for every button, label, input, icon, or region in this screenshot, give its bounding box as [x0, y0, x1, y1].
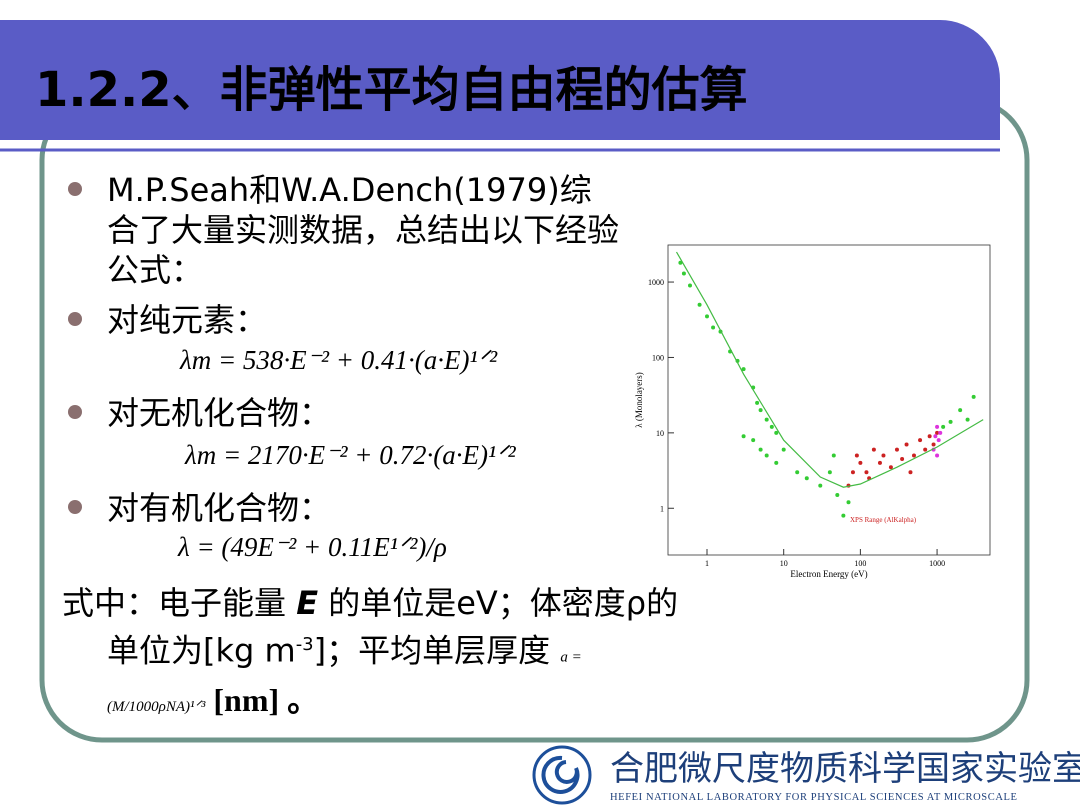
x-tick-label: 1000 — [929, 559, 945, 568]
bullet-text: 对有机化合物： — [107, 489, 332, 527]
point — [804, 476, 809, 481]
note-text: 的单位是eV；体密度ρ的单位为[kg m — [107, 584, 679, 670]
annotation: XPS Range (AlKalpha) — [850, 516, 917, 524]
point — [755, 400, 760, 405]
note-sup: -3 — [295, 634, 314, 655]
note-text: ]；平均单层厚度 — [313, 631, 561, 670]
point — [681, 271, 686, 276]
footer-name-en: HEFEI NATIONAL LABORATORY FOR PHYSICAL S… — [610, 792, 1018, 803]
point — [971, 394, 976, 399]
point — [741, 434, 746, 439]
point — [835, 492, 840, 497]
point — [936, 438, 941, 443]
point — [841, 513, 846, 518]
point — [705, 314, 710, 319]
bullet-dot — [68, 312, 82, 326]
bullet-dot — [68, 500, 82, 514]
y-axis-label: λ (Monolayers) — [634, 372, 644, 428]
bullet-text: M.P.Seah和W.A.Dench(1979)综合了大量实测数据，总结出以下经… — [107, 171, 620, 289]
formula: λm = 538·E⁻² + 0.41·(a·E)¹ᐟ² — [180, 345, 498, 375]
point — [864, 470, 869, 475]
point — [687, 283, 692, 288]
chart: 1 10 100 1000 1 10 100 1000 Electron Energy (eV)… — [634, 244, 991, 579]
point — [858, 460, 863, 465]
point — [827, 470, 832, 475]
point — [741, 367, 746, 372]
point — [948, 419, 953, 424]
note-formula: a = (M/1000ρNA)¹ᐟ³ — [107, 649, 582, 715]
point — [769, 424, 774, 429]
bullet-dot — [68, 405, 82, 419]
note-symbol: E — [296, 584, 319, 622]
x-tick-label: 100 — [854, 559, 866, 568]
note: 式中：电子能量 E 的单位是eV；体密度ρ的单位为[kg m-3]；平均单层厚度… — [62, 582, 682, 728]
point — [900, 457, 905, 462]
point — [697, 302, 702, 307]
point — [850, 470, 855, 475]
point — [877, 460, 882, 465]
y-tick-label: 1 — [660, 504, 664, 513]
footer-name-cn: 合肥微尺度物质科学国家实验室(筹) — [610, 749, 1080, 789]
point — [774, 460, 779, 465]
point — [854, 453, 859, 458]
x-tick-label: 1 — [705, 559, 709, 568]
point — [904, 442, 909, 447]
point — [774, 430, 779, 435]
point — [927, 434, 932, 439]
point — [678, 260, 683, 265]
point — [935, 453, 940, 458]
point — [758, 408, 763, 413]
point — [831, 453, 836, 458]
point — [894, 447, 899, 452]
point — [751, 438, 756, 443]
point — [781, 447, 786, 452]
point — [711, 325, 716, 330]
point — [958, 408, 963, 413]
point — [818, 483, 823, 488]
point — [938, 430, 943, 435]
formula: λ = (49E⁻² + 0.11E¹ᐟ²)/ρ — [178, 532, 447, 562]
point — [941, 424, 946, 429]
point — [935, 424, 940, 429]
point — [935, 430, 940, 435]
point — [908, 470, 913, 475]
point — [931, 442, 936, 447]
point — [923, 447, 928, 452]
y-tick-label: 10 — [656, 429, 664, 438]
y-tick-label: 100 — [652, 353, 664, 362]
title-banner — [0, 20, 1000, 140]
point — [933, 434, 938, 439]
point — [758, 447, 763, 452]
formula: λm = 2170·E⁻² + 0.72·(a·E)¹ᐟ² — [185, 440, 516, 470]
fit-curve — [675, 251, 984, 488]
bullet-dot — [68, 182, 82, 196]
point — [888, 465, 893, 470]
slide-title: 1.2.2、非弹性平均自由程的估算 — [35, 62, 748, 118]
logo-mark — [541, 755, 580, 794]
x-tick-label: 10 — [780, 559, 788, 568]
x-axis-label: Electron Energy (eV) — [790, 569, 867, 579]
bullet-text: 对纯元素： — [107, 301, 268, 339]
point — [918, 438, 923, 443]
point — [881, 453, 886, 458]
bullet-text: 对无机化合物： — [107, 394, 332, 432]
point — [846, 500, 851, 505]
point — [911, 453, 916, 458]
point — [795, 470, 800, 475]
point — [764, 453, 769, 458]
plot-frame — [667, 244, 991, 556]
y-tick-label: 1000 — [648, 278, 664, 287]
note-text: [nm] 。 — [205, 681, 320, 718]
point — [764, 417, 769, 422]
point — [871, 447, 876, 452]
point — [965, 417, 970, 422]
note-text: 式中：电子能量 — [62, 584, 297, 622]
